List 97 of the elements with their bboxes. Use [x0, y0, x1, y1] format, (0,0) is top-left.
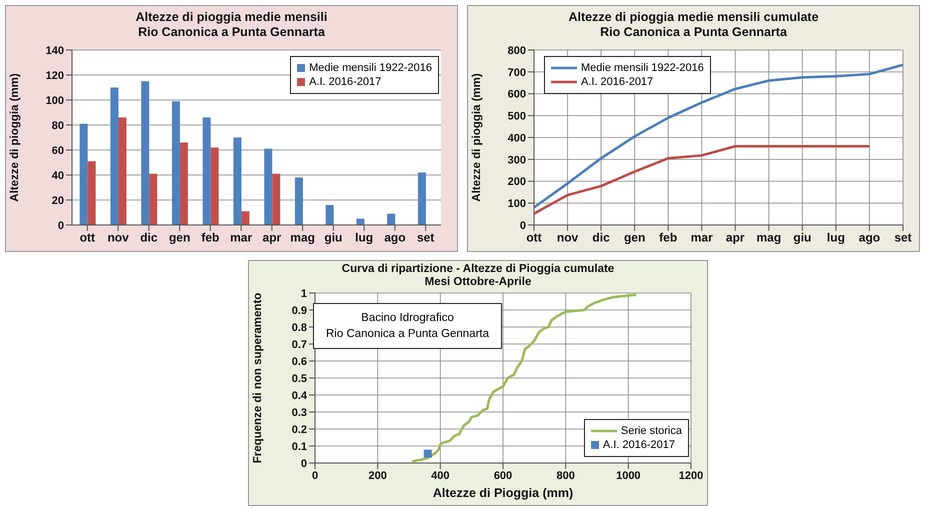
- x-tick-label: ago: [858, 230, 880, 245]
- y-tick-label: 0: [58, 220, 64, 232]
- bar: [80, 124, 88, 225]
- legend-label: Medie mensili 1922-2016: [581, 62, 704, 74]
- x-tick-label: dic: [592, 230, 610, 245]
- y-tick-label: 0: [300, 458, 307, 470]
- y-tick-label: 40: [52, 170, 64, 182]
- x-tick-label: mag: [756, 230, 782, 245]
- bar: [210, 148, 219, 225]
- bar: [172, 101, 180, 225]
- y-tick-label: 80: [52, 120, 64, 132]
- line-series: [532, 145, 871, 215]
- y-axis-title: Altezze di pioggia (mm): [9, 73, 22, 202]
- chart-subtitle: Rio Canonica a Punta Gennarta: [599, 25, 788, 40]
- y-tick-label: 800: [508, 44, 526, 57]
- x-tick-label: 800: [556, 470, 575, 482]
- x-tick-label: ago: [384, 230, 406, 245]
- x-tick-label: set: [416, 230, 434, 245]
- x-tick-label: lug: [355, 230, 374, 245]
- bar: [272, 174, 280, 225]
- bar: [141, 81, 150, 225]
- annotation: Bacino Idrografico: [360, 311, 455, 326]
- chart-title: Altezze di pioggia medie mensili: [134, 10, 328, 25]
- bar: [202, 118, 211, 225]
- legend-label: A.I. 2016-2017: [309, 76, 382, 88]
- x-tick-label: mar: [690, 230, 714, 245]
- legend-label: Medie mensili 1922-2016: [309, 62, 432, 74]
- bar: [149, 174, 158, 225]
- bar: [180, 142, 188, 225]
- y-tick-label: 0.2: [292, 424, 307, 436]
- x-tick-label: feb: [201, 230, 220, 245]
- y-tick-label: 0.3: [292, 406, 307, 419]
- y-tick-label: 700: [508, 66, 526, 79]
- x-tick-label: 1200: [678, 470, 704, 482]
- y-tick-label: 300: [508, 154, 526, 166]
- x-tick-label: gen: [624, 230, 646, 245]
- x-tick-label: 1000: [616, 470, 641, 482]
- y-axis-title: Altezze di pioggia (mm): [471, 73, 484, 202]
- y-tick-label: 20: [52, 194, 64, 207]
- x-tick-label: nov: [107, 230, 130, 245]
- y-tick-label: 120: [46, 70, 64, 82]
- y-tick-label: 0.5: [292, 372, 307, 385]
- x-tick-label: 200: [368, 470, 387, 482]
- x-tick-label: 600: [494, 470, 512, 482]
- x-tick-label: set: [894, 230, 912, 245]
- legend-label: Serie storica: [620, 425, 682, 437]
- line-series: [532, 64, 904, 209]
- bar: [387, 214, 396, 225]
- y-tick-label: 200: [508, 176, 526, 188]
- y-tick-label: 0.6: [292, 356, 307, 368]
- y-tick-label: 0: [520, 220, 526, 232]
- x-tick-label: lug: [826, 230, 845, 245]
- x-tick-label: ott: [526, 230, 542, 245]
- x-tick-label: ott: [80, 230, 96, 245]
- bar: [294, 178, 303, 225]
- y-tick-label: 500: [508, 110, 526, 123]
- bar: [118, 118, 126, 225]
- y-tick-label: 600: [508, 88, 526, 101]
- bar: [418, 172, 426, 225]
- y-tick-label: 0.7: [292, 338, 307, 351]
- bar: [264, 148, 272, 225]
- y-tick-label: 60: [52, 144, 64, 157]
- legend-label: A.I. 2016-2017: [581, 76, 654, 88]
- y-tick-label: 0.8: [292, 322, 307, 334]
- chart-subtitle: Rio Canonica a Punta Gennarta: [137, 25, 326, 40]
- y-tick-label: 0.4: [292, 390, 308, 402]
- y-tick-label: 1: [300, 288, 307, 300]
- y-tick-label: 100: [508, 198, 526, 210]
- bar: [110, 88, 118, 225]
- y-tick-label: 400: [508, 132, 526, 144]
- y-axis-title: Frequenze di non superamento: [252, 292, 264, 464]
- bar: [233, 138, 242, 225]
- bar: [241, 211, 250, 225]
- x-tick-label: mag: [290, 230, 315, 245]
- x-tick-label: apr: [726, 230, 745, 245]
- x-tick-label: 400: [431, 470, 450, 482]
- x-tick-label: dic: [140, 230, 158, 245]
- x-tick-label: gen: [168, 230, 190, 245]
- x-tick-label: nov: [556, 230, 579, 245]
- x-tick-label: 0: [312, 470, 318, 482]
- x-tick-label: mar: [230, 230, 252, 245]
- bar: [326, 205, 334, 225]
- x-tick-label: feb: [659, 230, 678, 245]
- x-tick-label: apr: [262, 230, 282, 245]
- bar: [88, 161, 96, 225]
- legend-label: A.I. 2016-2017: [602, 439, 676, 451]
- y-tick-label: 0.1: [292, 440, 307, 453]
- chart-title: Altezze di pioggia medie mensili cumulate: [567, 10, 820, 25]
- x-axis-title: Altezze di Pioggia (mm): [432, 486, 574, 500]
- annotation: Rio Canonica a Punta Gennarta: [326, 327, 490, 342]
- chart-title: Curva di ripartizione - Altezze di Pioggia cumulate: [340, 263, 616, 276]
- y-tick-label: 140: [46, 44, 64, 57]
- y-tick-label: 100: [46, 94, 64, 107]
- y-tick-label: 0.9: [292, 304, 307, 317]
- x-tick-label: giu: [793, 230, 812, 245]
- x-tick-label: giu: [324, 230, 342, 245]
- chart-subtitle: Mesi Ottobre-Aprile: [424, 276, 532, 289]
